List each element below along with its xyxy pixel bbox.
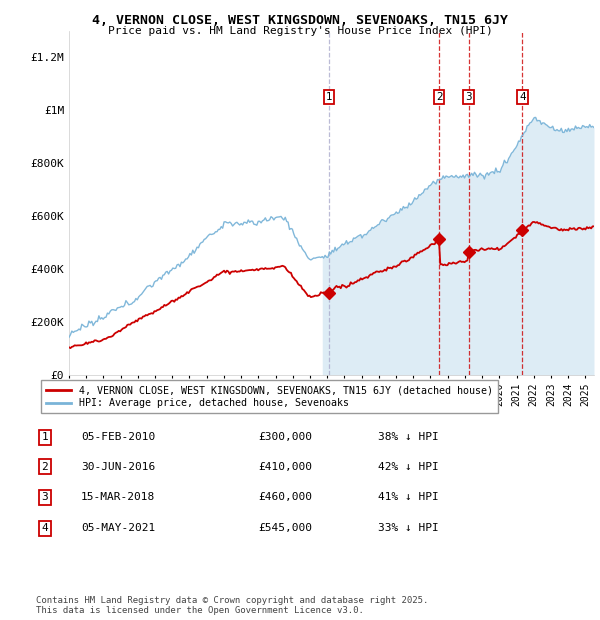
Text: £460,000: £460,000: [258, 492, 312, 502]
Legend: 4, VERNON CLOSE, WEST KINGSDOWN, SEVENOAKS, TN15 6JY (detached house), HPI: Aver: 4, VERNON CLOSE, WEST KINGSDOWN, SEVENOA…: [41, 380, 498, 413]
Text: 3: 3: [465, 92, 472, 102]
Text: £300,000: £300,000: [258, 432, 312, 442]
Text: 4, VERNON CLOSE, WEST KINGSDOWN, SEVENOAKS, TN15 6JY: 4, VERNON CLOSE, WEST KINGSDOWN, SEVENOA…: [92, 14, 508, 27]
Text: 33% ↓ HPI: 33% ↓ HPI: [378, 523, 439, 533]
Text: 41% ↓ HPI: 41% ↓ HPI: [378, 492, 439, 502]
Text: 3: 3: [41, 492, 49, 502]
Text: 4: 4: [41, 523, 49, 533]
Text: £545,000: £545,000: [258, 523, 312, 533]
Text: 1: 1: [325, 92, 332, 102]
Text: 2: 2: [41, 462, 49, 472]
Text: 05-FEB-2010: 05-FEB-2010: [81, 432, 155, 442]
Text: Price paid vs. HM Land Registry's House Price Index (HPI): Price paid vs. HM Land Registry's House …: [107, 26, 493, 36]
Text: 15-MAR-2018: 15-MAR-2018: [81, 492, 155, 502]
Text: Contains HM Land Registry data © Crown copyright and database right 2025.
This d: Contains HM Land Registry data © Crown c…: [36, 596, 428, 615]
Text: 2: 2: [436, 92, 442, 102]
Text: 38% ↓ HPI: 38% ↓ HPI: [378, 432, 439, 442]
Text: 30-JUN-2016: 30-JUN-2016: [81, 462, 155, 472]
Text: 05-MAY-2021: 05-MAY-2021: [81, 523, 155, 533]
Text: £410,000: £410,000: [258, 462, 312, 472]
Text: 4: 4: [519, 92, 526, 102]
Text: 1: 1: [41, 432, 49, 442]
Text: 42% ↓ HPI: 42% ↓ HPI: [378, 462, 439, 472]
